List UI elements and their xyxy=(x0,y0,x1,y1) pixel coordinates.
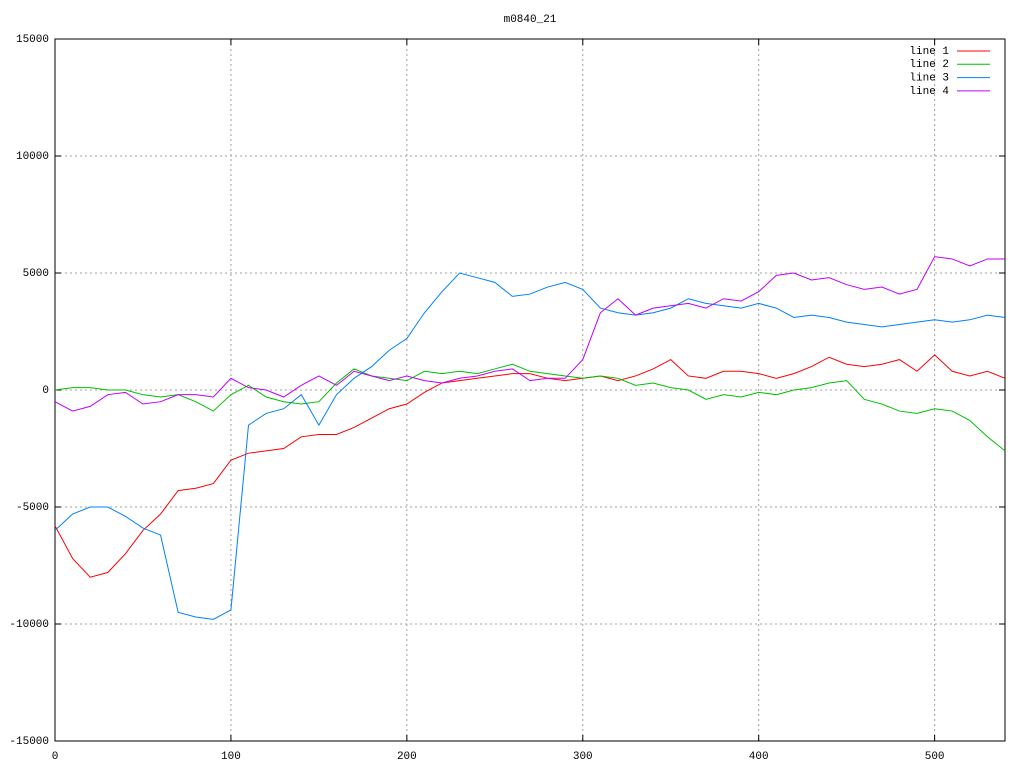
y-tick-label: 5000 xyxy=(23,268,49,280)
data-line xyxy=(54,256,1005,412)
x-tick-label: 0 xyxy=(52,751,59,763)
y-tick-label: -10000 xyxy=(9,619,49,631)
y-tick-label: 0 xyxy=(42,385,49,397)
data-line xyxy=(54,354,1006,578)
x-tick-label: 200 xyxy=(397,751,417,763)
y-tick-label: -15000 xyxy=(9,736,49,748)
chart-title: m0840_21 xyxy=(504,14,557,26)
x-tick-label: 100 xyxy=(221,751,241,763)
y-tick-label: -5000 xyxy=(16,502,49,514)
x-tick-label: 400 xyxy=(749,751,769,763)
x-tick-label: 500 xyxy=(925,751,945,763)
data-line xyxy=(54,272,1006,620)
y-tick-label: 15000 xyxy=(16,34,49,46)
legend-label: line 4 xyxy=(909,86,949,98)
y-tick-label: 10000 xyxy=(16,151,49,163)
data-line xyxy=(54,363,1006,452)
legend-label: line 2 xyxy=(909,59,949,71)
legend-label: line 3 xyxy=(909,73,949,85)
x-tick-label: 300 xyxy=(573,751,593,763)
legend-label: line 1 xyxy=(909,46,949,58)
